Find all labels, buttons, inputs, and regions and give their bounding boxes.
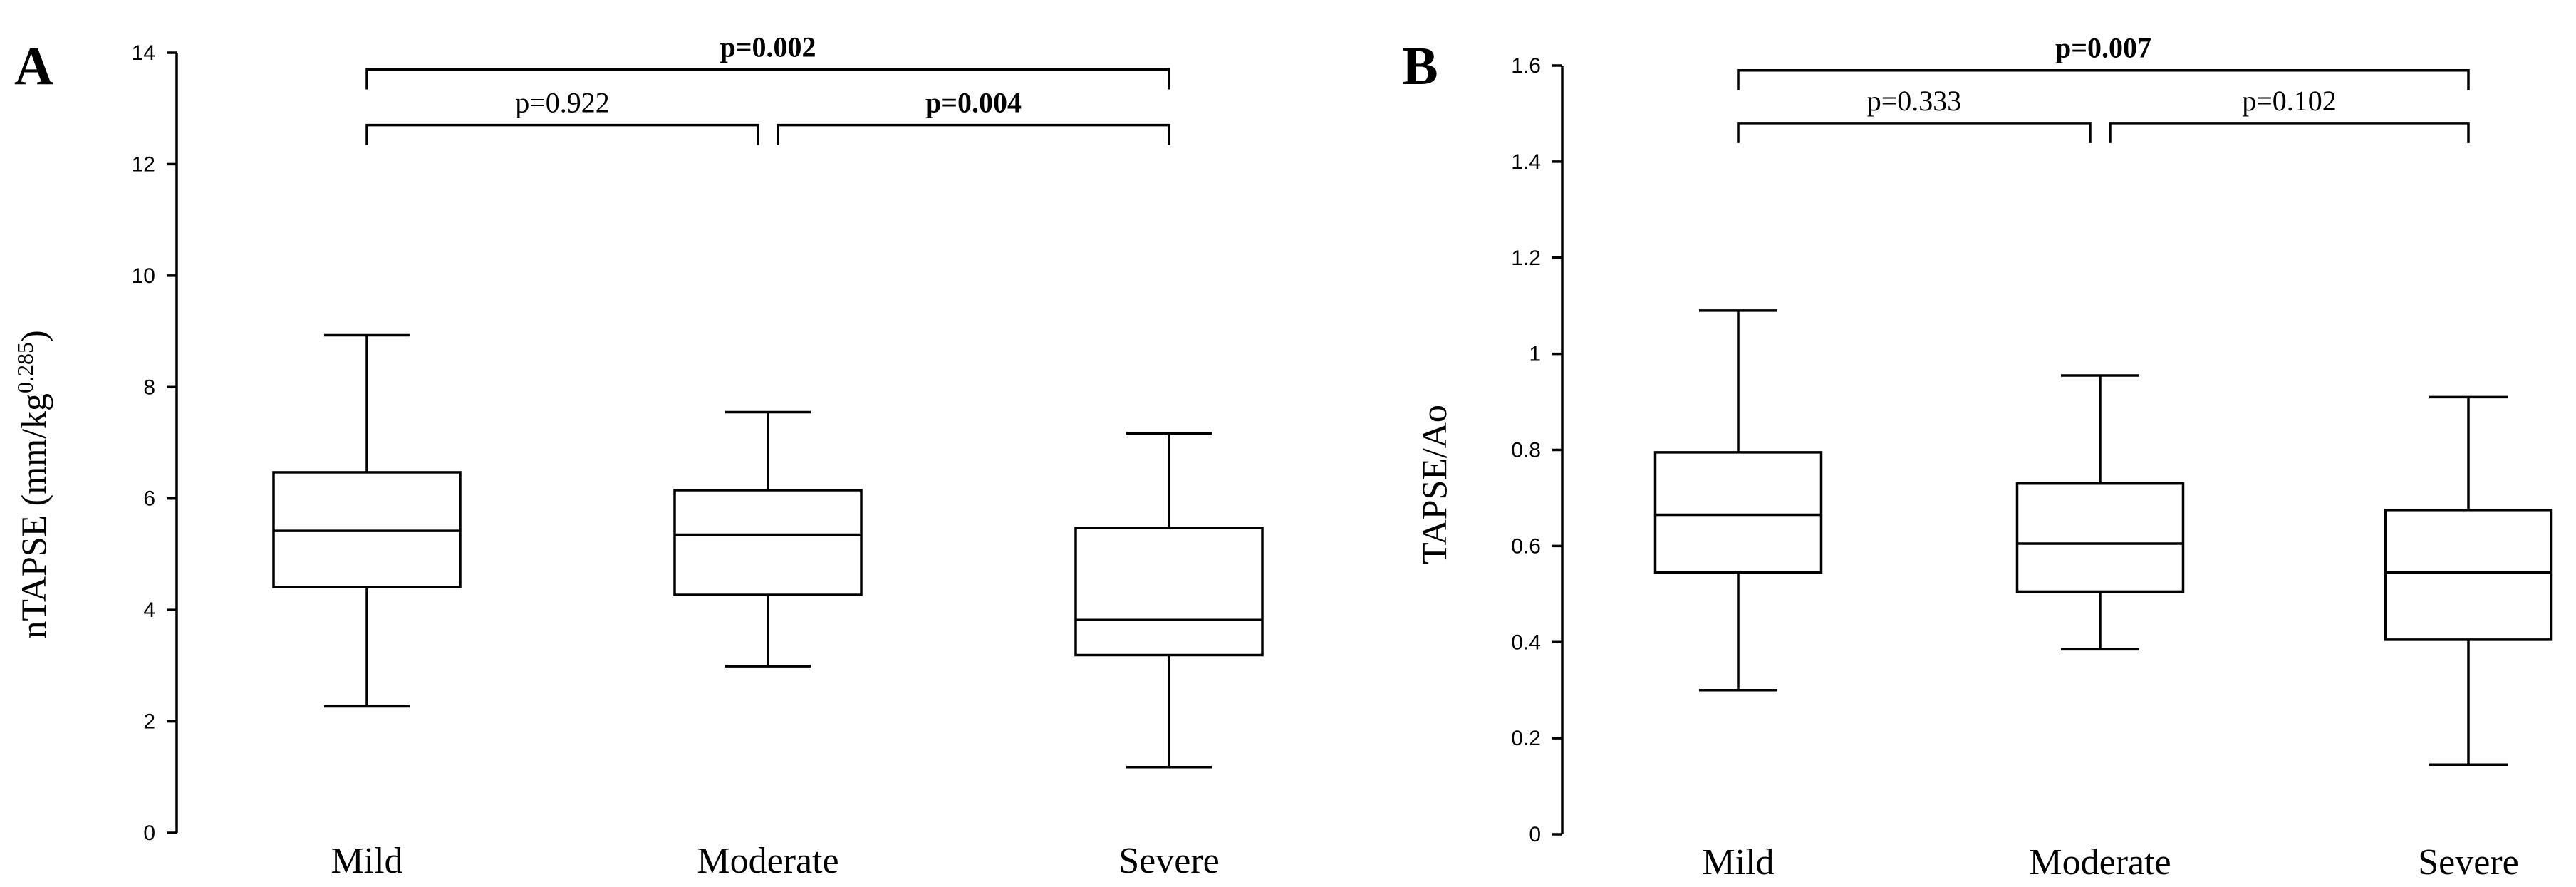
y-tick-label: 8 [143, 375, 155, 399]
iqr-box [2384, 509, 2553, 641]
y-tick-label: 0.8 [1511, 439, 1541, 462]
significance-brackets: p=0.002 p=0.922 p=0.004 [365, 31, 1170, 145]
y-tick-label: 1 [1529, 343, 1541, 366]
x-category-label: Severe [2418, 842, 2518, 883]
box-series [1653, 309, 2553, 766]
y-tick-label: 0.4 [1511, 631, 1541, 654]
y-axis-label-main: TAPSE/Ao [1414, 405, 1454, 564]
panel-b: B TAPSE/Ao 0 0.2 0.4 0.6 0.8 1 1.2 1.4 1.6 p=0.0… [1402, 32, 2553, 883]
bracket: p=0.922 [365, 87, 759, 145]
y-tick-label: 4 [143, 598, 155, 622]
bracket-line [2109, 122, 2470, 143]
panel-letter: A [14, 36, 53, 96]
y-tick-label: 0 [143, 821, 155, 845]
bracket-line [777, 123, 1170, 145]
p-value-label: p=0.102 [2242, 85, 2337, 117]
bracket: p=0.102 [2109, 85, 2470, 143]
y-tick-label: 0.6 [1511, 534, 1541, 558]
y-tick-label: 1.2 [1511, 247, 1541, 270]
p-value-label: p=0.004 [925, 87, 1022, 119]
box-series [272, 333, 1264, 769]
y-tick-label: 10 [132, 264, 155, 288]
x-categories: Mild Moderate Severe [1702, 842, 2518, 883]
x-category-label: Mild [1702, 842, 1774, 883]
y-axis-label: TAPSE/Ao [1414, 405, 1454, 564]
y-tick-label: 12 [132, 152, 155, 176]
box-severe [2384, 395, 2553, 766]
x-category-label: Moderate [2029, 842, 2171, 883]
bracket: p=0.007 [1737, 32, 2470, 90]
x-category-label: Mild [331, 841, 402, 881]
bracket: p=0.333 [1737, 85, 2092, 143]
iqr-box [1074, 527, 1264, 657]
box-mild [272, 333, 462, 708]
y-tick-label: 0.2 [1511, 727, 1541, 750]
bracket-line [365, 68, 1170, 90]
box-moderate [673, 410, 863, 668]
y-axis-label-superscript: 0.285 [12, 342, 38, 393]
bracket: p=0.004 [777, 87, 1170, 145]
y-ticks: 0 2 4 6 8 10 12 14 [132, 41, 177, 845]
iqr-box [673, 489, 863, 596]
p-value-label: p=0.007 [2055, 32, 2151, 64]
iqr-box [2015, 482, 2185, 593]
bracket-line [365, 123, 759, 145]
box-moderate [2015, 374, 2185, 651]
x-category-label: Severe [1118, 841, 1219, 881]
y-tick-label: 6 [143, 487, 155, 511]
x-categories: Mild Moderate Severe [331, 841, 1219, 881]
p-value-label: p=0.922 [515, 87, 610, 119]
iqr-box [1653, 451, 1823, 574]
bracket-line [1737, 122, 2092, 143]
box-mild [1653, 309, 1823, 692]
significance-brackets: p=0.007 p=0.333 p=0.102 [1737, 32, 2470, 143]
y-tick-label: 14 [132, 41, 155, 65]
y-tick-label: 0 [1529, 823, 1541, 846]
panel-letter: B [1402, 36, 1438, 96]
panel-a: A nTAPSE (mm/kg0.285) 0 2 4 6 8 10 12 14 p=0.00… [12, 31, 1264, 881]
box-severe [1074, 432, 1264, 769]
y-ticks: 0 0.2 0.4 0.6 0.8 1 1.2 1.4 1.6 [1511, 54, 1562, 846]
y-axis-label: nTAPSE (mm/kg0.285) [12, 330, 53, 638]
p-value-label: p=0.333 [1867, 85, 1962, 117]
bracket-line [1737, 68, 2470, 90]
y-tick-label: 1.4 [1511, 150, 1541, 174]
y-axis-label-main: nTAPSE (mm/kg [14, 393, 53, 639]
y-axis-label-end: ) [14, 330, 53, 342]
bracket: p=0.002 [365, 31, 1170, 90]
y-tick-label: 1.6 [1511, 54, 1541, 78]
p-value-label: p=0.002 [720, 31, 816, 63]
x-category-label: Moderate [697, 841, 838, 881]
y-tick-label: 2 [143, 710, 155, 734]
